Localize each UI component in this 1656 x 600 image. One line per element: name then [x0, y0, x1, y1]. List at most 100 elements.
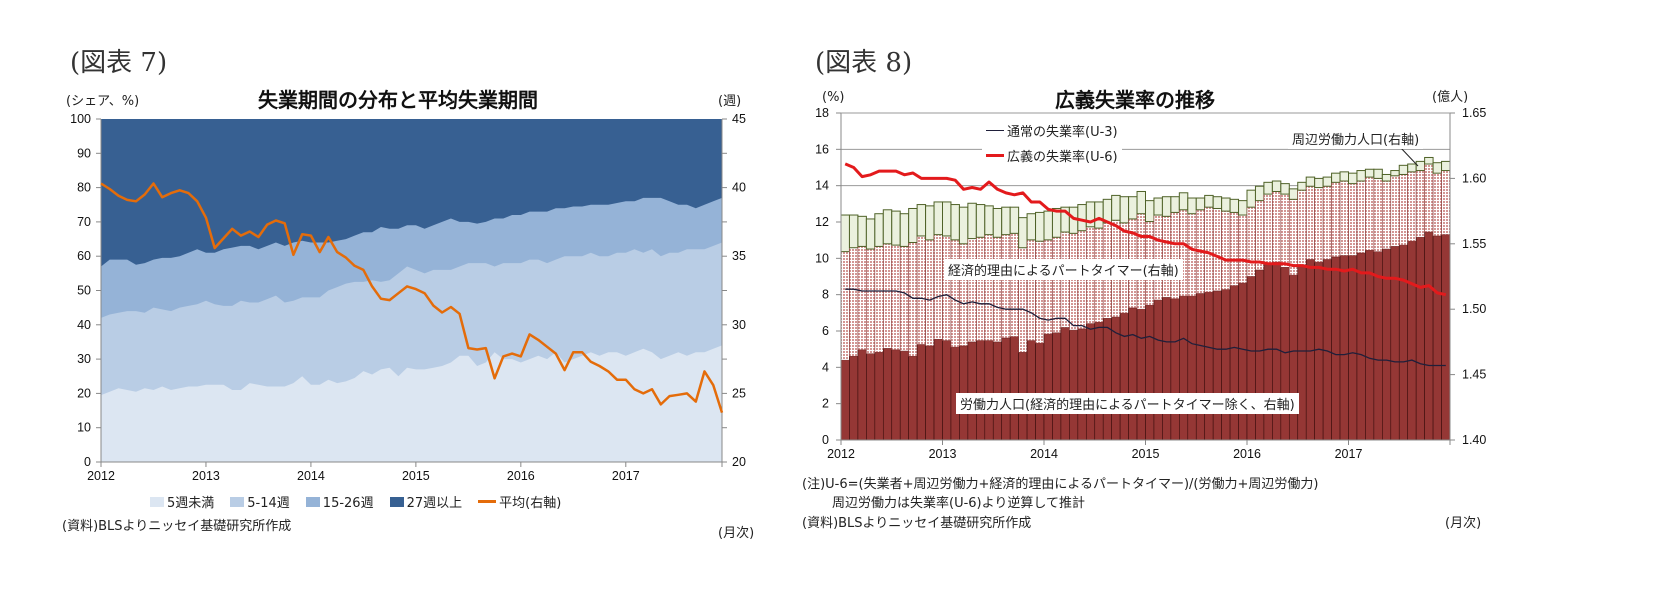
- bar-labor-force: [1077, 328, 1087, 441]
- u6-line: [844, 162, 1447, 297]
- bar-labor-force: [1187, 295, 1197, 441]
- bar-labor-force: [1145, 304, 1155, 441]
- bar-labor-force: [1212, 290, 1222, 441]
- bar-labor-force: [891, 349, 901, 441]
- bar-marginal-labor: [1364, 168, 1375, 178]
- x-tick-label: 2015: [1132, 447, 1160, 461]
- bar-parttime: [1432, 172, 1442, 237]
- bar-marginal-labor: [1026, 213, 1037, 241]
- y-tick-label: 6: [822, 324, 829, 338]
- bar-parttime: [1305, 185, 1315, 260]
- bar-marginal-labor: [1322, 176, 1333, 187]
- x-tick-label: 2016: [507, 469, 535, 483]
- x-tick-label: 2013: [929, 447, 957, 461]
- bar-labor-force: [942, 340, 952, 441]
- bar-parttime: [1035, 240, 1045, 344]
- bar-marginal-labor: [1314, 177, 1324, 189]
- bar-marginal-labor: [1077, 204, 1087, 232]
- bar-parttime: [1255, 200, 1265, 271]
- bar-marginal-labor: [882, 209, 893, 245]
- bar-labor-force: [908, 355, 918, 441]
- bar-labor-force: [1415, 236, 1425, 441]
- bar-labor-force: [1085, 323, 1096, 441]
- bar-marginal-labor: [1331, 172, 1341, 183]
- bar-marginal-labor: [984, 205, 994, 236]
- y2-tick-label: 40: [732, 181, 746, 195]
- chart-7-svg: 0 10 20 30 40 50 60 70 80 90 100 20 25 30 35 40 45 2012 20…: [70, 112, 746, 483]
- bar-marginal-labor: [1246, 189, 1256, 208]
- bar-marginal-labor: [1178, 192, 1189, 211]
- bar-labor-force: [857, 349, 867, 441]
- callout-pointer: [1399, 146, 1419, 167]
- bar-marginal-labor: [1390, 170, 1400, 177]
- bar-labor-force: [849, 355, 859, 441]
- bar-marginal-labor: [1009, 206, 1020, 234]
- legend-swatch: [305, 496, 320, 507]
- bar-parttime: [1331, 182, 1341, 258]
- bar-marginal-labor: [1153, 197, 1163, 216]
- y-tick-label: 8: [822, 288, 829, 302]
- y-tick-label: 40: [77, 318, 91, 332]
- y-tick-label: 100: [70, 112, 91, 126]
- bar-labor-force: [1001, 337, 1011, 441]
- bar-parttime: [1339, 180, 1349, 256]
- bar-labor-force: [1035, 342, 1045, 441]
- bar-labor-force: [1314, 261, 1324, 441]
- bar-labor-force: [1162, 297, 1172, 441]
- bar-marginal-labor: [1288, 188, 1299, 200]
- bar-labor-force: [1356, 252, 1366, 441]
- bar-parttime: [1314, 187, 1324, 263]
- bar-parttime: [1229, 212, 1239, 286]
- legend-line: [986, 129, 1004, 132]
- bar-labor-force: [1153, 299, 1163, 441]
- bar-labor-force: [1348, 255, 1358, 441]
- chart-8-left-unit: (%): [822, 90, 845, 105]
- bar-marginal-labor: [1221, 197, 1231, 212]
- legend-label: 広義の失業率(U-6): [1007, 150, 1118, 165]
- chart-7-right-unit: (週): [718, 94, 742, 109]
- y2-tick-label: 1.55: [1462, 237, 1486, 251]
- bar-parttime: [1069, 233, 1079, 331]
- bar-labor-force: [1432, 235, 1442, 441]
- bar-marginal-labor: [1254, 185, 1265, 202]
- bar-marginal-labor: [874, 213, 884, 247]
- y-tick-label: 90: [77, 146, 91, 160]
- area-under-5w: [101, 345, 722, 462]
- legend-swatch: [230, 496, 245, 507]
- bar-labor-force: [1288, 274, 1299, 441]
- callout-marginal-labor: 周辺労働力人口(右軸): [1288, 128, 1424, 149]
- chart-7-left-unit: (シェア、%): [66, 94, 140, 109]
- bar-parttime: [976, 236, 986, 341]
- chart-8-note-1: (注)U-6=(失業者+周辺労働力+経済的理由によるパートタイマー)/(労働力+…: [802, 477, 1319, 492]
- bar-labor-force: [1094, 321, 1104, 441]
- y-tick-label: 60: [77, 249, 91, 263]
- bar-labor-force: [1111, 316, 1121, 441]
- chart-7-title: 失業期間の分布と平均失業期間: [258, 88, 538, 112]
- bar-labor-force: [1339, 255, 1349, 441]
- bar-labor-force: [1043, 333, 1053, 441]
- bar-labor-force: [1119, 312, 1129, 441]
- x-tick-label: 2012: [827, 447, 855, 461]
- x-tick-label: 2016: [1233, 447, 1261, 461]
- bar-labor-force: [1204, 291, 1214, 441]
- y2-tick-label: 1.45: [1462, 368, 1486, 382]
- bar-marginal-labor: [891, 210, 901, 246]
- y2-tick-label: 45: [732, 112, 746, 126]
- bar-marginal-labor: [1136, 190, 1146, 215]
- legend-item-27w-plus: 27週以上: [389, 492, 462, 511]
- bar-marginal-labor: [908, 207, 918, 243]
- y2-tick-label: 25: [732, 386, 746, 400]
- y-tick-label: 10: [77, 421, 91, 435]
- y2-tick-label: 35: [732, 249, 746, 263]
- bar-labor-force: [976, 340, 986, 441]
- figure-7-label: (図表 7): [70, 48, 168, 78]
- bar-labor-force: [1398, 244, 1409, 441]
- x-tick-label: 2015: [402, 469, 430, 483]
- bar-marginal-labor: [1001, 206, 1011, 236]
- bar-labor-force: [1102, 318, 1112, 441]
- bar-marginal-labor: [933, 201, 944, 236]
- legend-item-u3: 通常の失業率(U-3): [982, 120, 1122, 141]
- bar-labor-force: [1060, 327, 1070, 441]
- bar-marginal-labor: [1424, 156, 1434, 165]
- bar-marginal-labor: [916, 204, 927, 237]
